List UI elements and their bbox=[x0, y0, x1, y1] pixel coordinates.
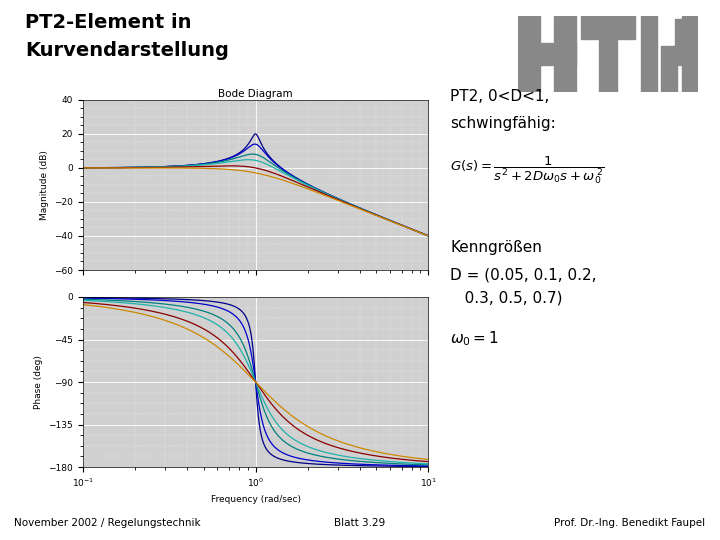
Bar bbox=[518, 16, 540, 92]
Text: 0.3, 0.5, 0.7): 0.3, 0.5, 0.7) bbox=[450, 291, 562, 306]
Text: Blatt 3.29: Blatt 3.29 bbox=[334, 518, 386, 528]
Text: Prof. Dr.-Ing. Benedikt Faupel: Prof. Dr.-Ing. Benedikt Faupel bbox=[554, 518, 706, 528]
Title: Bode Diagram: Bode Diagram bbox=[218, 89, 293, 99]
Bar bbox=[582, 16, 635, 39]
Bar bbox=[641, 16, 657, 92]
Text: PT2, 0<D<1,: PT2, 0<D<1, bbox=[450, 89, 549, 104]
Text: November 2002 / Regelungstechnik: November 2002 / Regelungstechnik bbox=[14, 518, 201, 528]
Bar bbox=[683, 16, 698, 92]
Text: $G(s) = \dfrac{1}{s^2 + 2D\omega_0 s + \omega_0^{\,2}}$: $G(s) = \dfrac{1}{s^2 + 2D\omega_0 s + \… bbox=[450, 154, 604, 186]
Text: Kenngrößen: Kenngrößen bbox=[450, 240, 542, 255]
Bar bbox=[554, 16, 576, 92]
Bar bbox=[599, 16, 618, 92]
Bar bbox=[661, 46, 677, 92]
Text: D = (0.05, 0.1, 0.2,: D = (0.05, 0.1, 0.2, bbox=[450, 267, 596, 282]
Text: Kurvendarstellung: Kurvendarstellung bbox=[25, 40, 229, 59]
Bar bbox=[675, 19, 691, 65]
X-axis label: Frequency (rad/sec): Frequency (rad/sec) bbox=[210, 495, 301, 504]
Y-axis label: Phase (deg): Phase (deg) bbox=[34, 355, 42, 409]
Text: $\omega_0=1$: $\omega_0=1$ bbox=[450, 329, 499, 348]
Bar bbox=[518, 43, 576, 65]
Y-axis label: Magnitude (dB): Magnitude (dB) bbox=[40, 150, 48, 220]
Text: PT2-Element in: PT2-Element in bbox=[25, 14, 192, 32]
Text: schwingfähig:: schwingfähig: bbox=[450, 116, 556, 131]
